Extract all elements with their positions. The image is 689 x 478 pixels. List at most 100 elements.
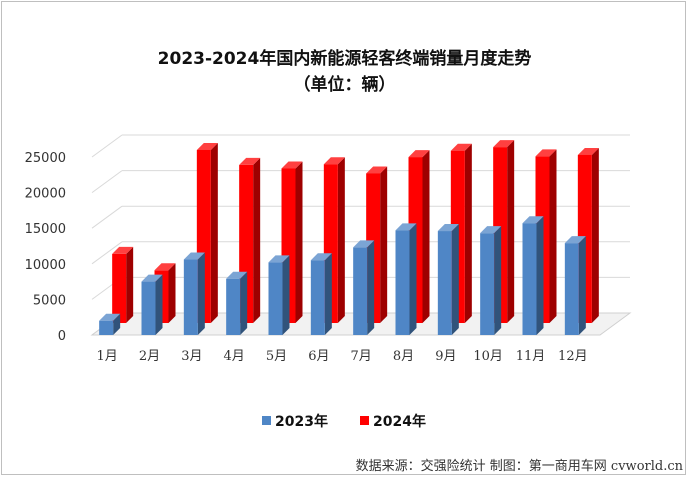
bar-2024-top <box>577 147 599 155</box>
bar-2023-side <box>451 224 459 335</box>
bar-2023-top <box>183 252 205 260</box>
bar-2024-top <box>239 157 261 165</box>
bar-2024-side <box>126 246 134 323</box>
bar-2023 <box>141 274 163 335</box>
gridline-side <box>91 170 123 194</box>
bar-2023-side <box>324 253 332 335</box>
bar-2024-side <box>549 149 557 323</box>
bar-2023 <box>437 224 459 335</box>
bar-2023-front <box>353 247 368 335</box>
legend-item-2023: 2023年 <box>262 411 328 431</box>
bar-2023-front <box>310 260 325 335</box>
bar-2023 <box>480 226 502 335</box>
bar-2023 <box>226 271 248 335</box>
bar-2024-top <box>366 166 388 174</box>
x-tick-label: 4月 <box>224 349 245 364</box>
bar-2024-top <box>323 157 345 165</box>
bar-2023 <box>183 252 205 335</box>
gridline-side <box>91 205 123 229</box>
bar-2023 <box>99 313 121 335</box>
bar-2024-side <box>168 263 176 323</box>
y-tick-label: 0 <box>58 329 66 344</box>
bar-2023-side <box>197 252 205 335</box>
bar-2023-side <box>155 274 163 335</box>
x-tick-label: 1月 <box>97 349 118 364</box>
x-tick-label: 3月 <box>181 349 202 364</box>
bar-2023-top <box>141 274 163 282</box>
bar-2024-top <box>154 263 176 271</box>
bar-2024-side <box>210 142 218 323</box>
x-tick-label: 6月 <box>308 349 329 364</box>
bar-2023-front <box>395 230 410 335</box>
bar-2023-side <box>536 216 544 335</box>
x-tick-label: 2月 <box>139 349 160 364</box>
bar-2023-side <box>367 240 375 335</box>
bar-2024-side <box>507 140 515 323</box>
x-tick-label: 10月 <box>473 349 503 364</box>
bar-2023-side <box>494 226 502 335</box>
bar-2024-side <box>591 147 599 323</box>
bar-2024 <box>112 246 134 323</box>
bar-2023-front <box>268 262 283 335</box>
bar-2024-side <box>295 161 303 323</box>
x-tick-label: 5月 <box>266 349 287 364</box>
bar-2023-front <box>141 281 156 335</box>
source-note: 数据来源：交强险统计 制图：第一商用车网 cvworld.cn <box>355 459 683 474</box>
bar-2023-front <box>522 223 537 335</box>
bar-2024-top <box>535 149 557 157</box>
bar-2023-top <box>226 271 248 279</box>
bar-2023-top <box>564 236 586 244</box>
bar-2023-top <box>480 226 502 234</box>
bar-2023-side <box>578 236 586 335</box>
bar-2024-top <box>112 246 134 254</box>
x-tick-label: 9月 <box>435 349 456 364</box>
bar-2024-top <box>196 142 218 150</box>
bar-2024-top <box>408 150 430 158</box>
bar-2024-top <box>450 143 472 151</box>
bar-2023-front <box>437 231 452 335</box>
bar-2023 <box>268 255 290 335</box>
y-tick-label: 20000 <box>25 187 66 202</box>
bar-2023-front <box>480 233 495 335</box>
legend-item-2024: 2024年 <box>360 411 426 431</box>
legend-label-2023: 2023年 <box>275 414 328 430</box>
x-tick-label: 7月 <box>351 349 372 364</box>
x-tick-label: 12月 <box>558 349 588 364</box>
bar-2023 <box>395 223 417 335</box>
bar-2023-front <box>183 259 198 335</box>
bar-2023-top <box>310 253 332 261</box>
y-tick-label: 15000 <box>25 222 66 237</box>
gridline-side <box>91 134 123 158</box>
legend-label-2024: 2024年 <box>373 414 426 430</box>
bar-2024-side <box>422 150 430 323</box>
bar-2024-front <box>112 253 127 323</box>
bar-2023-side <box>282 255 290 335</box>
y-tick-label: 10000 <box>25 258 66 273</box>
x-tick-label: 8月 <box>393 349 414 364</box>
x-tick-label: 11月 <box>516 349 546 364</box>
bar-2024-side <box>253 157 261 323</box>
bar-2023-front <box>564 243 579 335</box>
chart-title: 2023-2024年国内新能源轻客终端销量月度走势 <box>157 49 532 69</box>
bar-2023-side <box>409 223 417 335</box>
bar-2023-top <box>395 223 417 231</box>
bar-2023 <box>522 216 544 335</box>
bar-2023-side <box>113 313 121 335</box>
legend-swatch-2024 <box>360 416 369 425</box>
bar-2023-top <box>353 240 375 248</box>
bar-2023 <box>564 236 586 335</box>
gridline-side <box>91 241 123 265</box>
chart-subtitle: （单位：辆） <box>293 75 396 95</box>
bar-2023 <box>310 253 332 335</box>
bar-2024-side <box>464 143 472 323</box>
bar-2024-side <box>380 166 388 323</box>
bar-2023-front <box>226 278 241 335</box>
bar-2023-top <box>268 255 290 263</box>
bar-2023-front <box>99 320 114 335</box>
bar-2023-side <box>240 271 248 335</box>
bar-2024-top <box>493 140 515 148</box>
y-tick-label: 5000 <box>33 293 66 308</box>
y-tick-label: 25000 <box>25 151 66 166</box>
bar-2023-top <box>99 313 121 321</box>
